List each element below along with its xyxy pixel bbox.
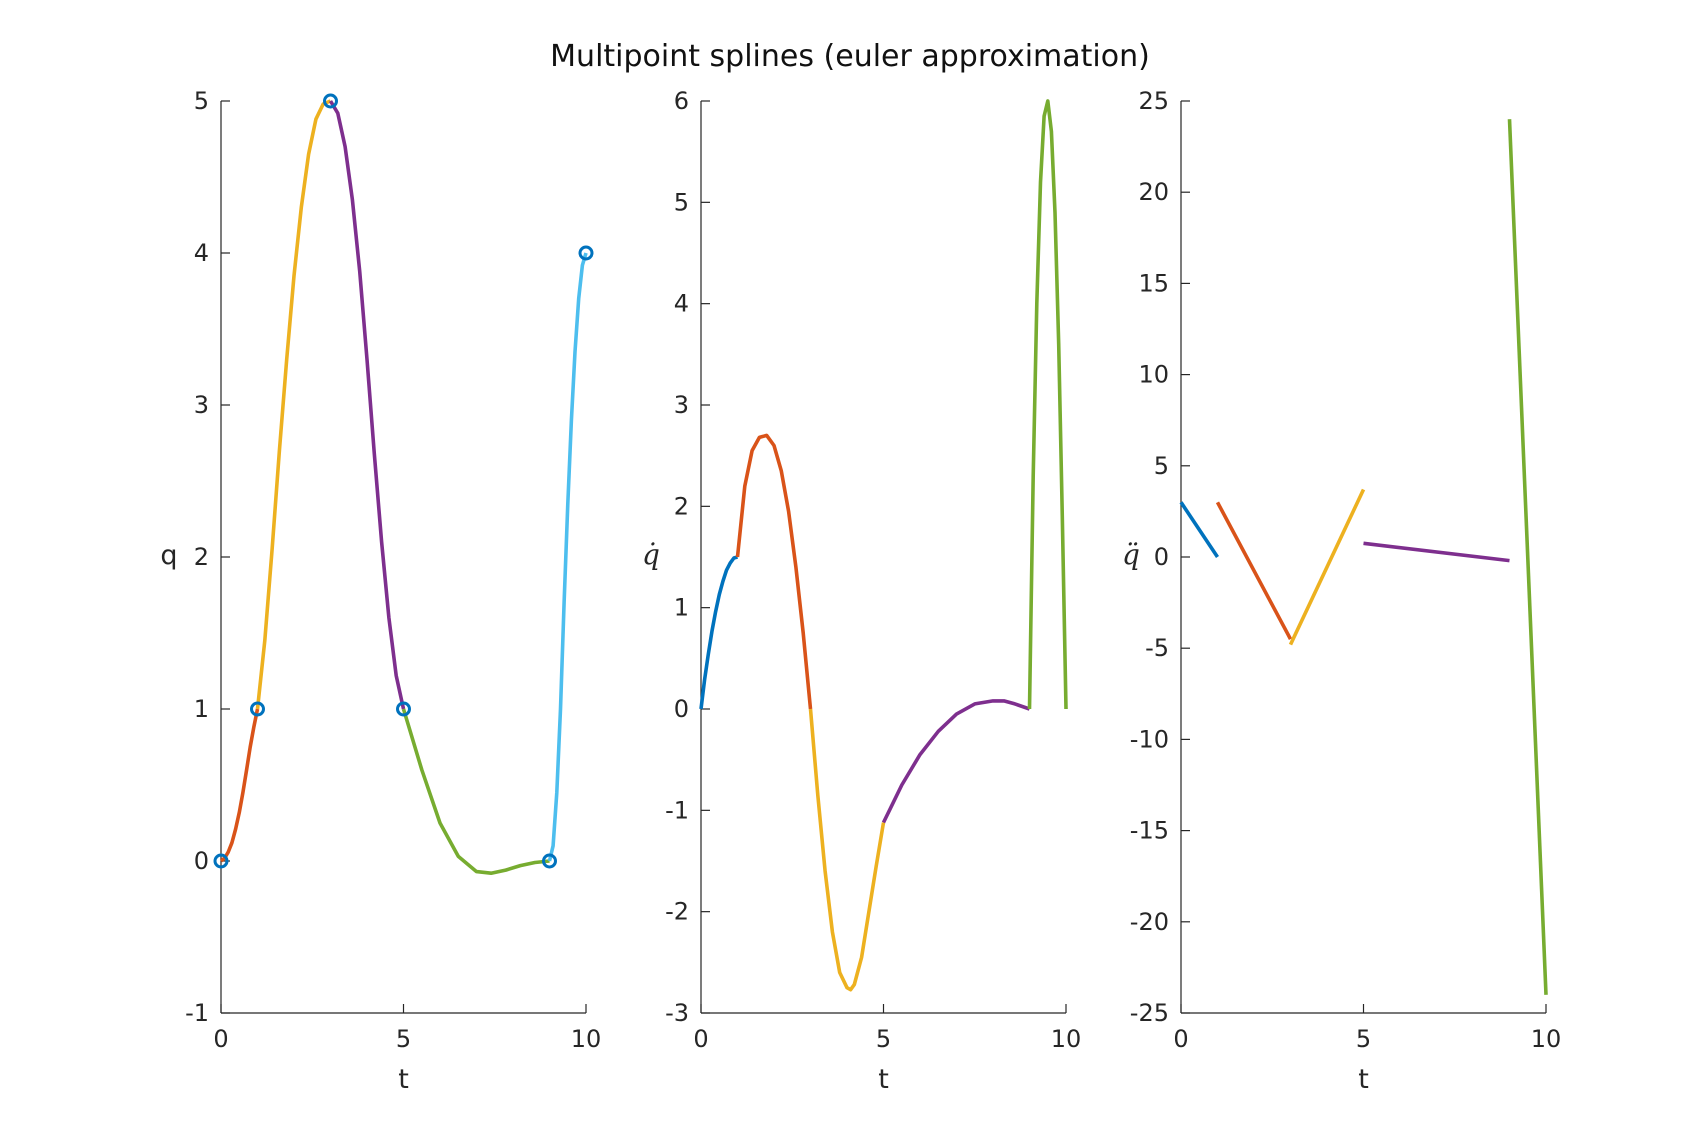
series-line-4	[1363, 541, 1510, 563]
series-line-5	[1507, 119, 1548, 995]
series-line-3	[328, 100, 406, 710]
series-line-4	[881, 699, 1031, 824]
data-point-marker	[213, 853, 229, 869]
y-tick-label: 3	[674, 391, 689, 419]
y-tick-label: -15	[1130, 817, 1169, 845]
y-axis-label: q̈	[1122, 538, 1140, 571]
y-tick-label: 6	[674, 87, 689, 115]
y-tick-label: 4	[194, 239, 209, 267]
y-tick-label: 3	[194, 391, 209, 419]
x-tick-label: 0	[1173, 1025, 1188, 1053]
y-tick-label: 25	[1138, 87, 1169, 115]
series-line-2	[1215, 501, 1293, 640]
x-tick-label: 10	[571, 1025, 602, 1053]
y-tick-label: 2	[674, 492, 689, 520]
series-line-1	[699, 555, 738, 710]
y-tick-label: -2	[665, 898, 689, 926]
series-line-2	[735, 433, 813, 710]
y-tick-label: 1	[194, 695, 209, 723]
data-point-marker	[578, 245, 594, 261]
y-tick-label: 10	[1138, 361, 1169, 389]
series-line-2	[255, 99, 332, 710]
y-tick-label: 2	[194, 543, 209, 571]
data-point-marker	[396, 701, 411, 717]
y-tick-label: 5	[1154, 452, 1169, 480]
y-tick-label: -3	[665, 999, 689, 1027]
x-tick-label: 5	[396, 1025, 411, 1053]
series-line-1	[219, 708, 260, 863]
y-tick-label: -1	[185, 999, 209, 1027]
x-axis-label: t	[878, 1064, 889, 1095]
y-tick-label: 1	[674, 594, 689, 622]
x-tick-label: 0	[213, 1025, 228, 1053]
qdot-plot: -3 -2 -1 0 1 2 3 4 5 6 0 5 10 t q̇	[642, 87, 1081, 1095]
y-tick-label: 20	[1138, 178, 1169, 206]
series-line-4	[401, 708, 550, 876]
x-axis-label: t	[398, 1064, 409, 1095]
data-point-marker	[323, 93, 338, 109]
series-line-3	[1288, 488, 1366, 646]
y-tick-label: 0	[194, 847, 209, 875]
y-tick-label: 4	[674, 290, 689, 318]
y-tick-label: 0	[674, 695, 689, 723]
x-tick-label: 5	[1356, 1025, 1371, 1053]
series-line-1	[1179, 501, 1219, 558]
series-line-5	[1027, 99, 1068, 710]
figure-title: Multipoint splines (euler approximation)	[550, 39, 1150, 74]
y-tick-label: 5	[194, 87, 209, 115]
y-tick-label: 15	[1138, 269, 1169, 297]
y-axis-label: q	[160, 540, 177, 571]
y-axis-label: q̇	[642, 538, 660, 571]
y-tick-label: -25	[1130, 999, 1169, 1027]
y-tick-label: -10	[1130, 725, 1169, 753]
y-tick-label: 0	[1154, 543, 1169, 571]
qddot-plot: -25 -20 -15 -10 -5 0 5 10 15 20 25 0 5 10 t q̈	[1122, 87, 1561, 1095]
series-line-5	[547, 252, 588, 862]
x-tick-label: 5	[876, 1025, 891, 1053]
y-tick-label: 5	[674, 188, 689, 216]
data-point-marker	[542, 853, 557, 869]
data-point-marker	[250, 701, 265, 717]
x-axis-label: t	[1358, 1064, 1369, 1095]
x-tick-label: 10	[1051, 1025, 1082, 1053]
series-line-3	[808, 708, 886, 992]
y-tick-label: -5	[1145, 634, 1169, 662]
y-tick-label: -1	[665, 796, 689, 824]
y-tick-label: -20	[1130, 908, 1169, 936]
x-tick-label: 0	[693, 1025, 708, 1053]
x-tick-label: 10	[1531, 1025, 1562, 1053]
